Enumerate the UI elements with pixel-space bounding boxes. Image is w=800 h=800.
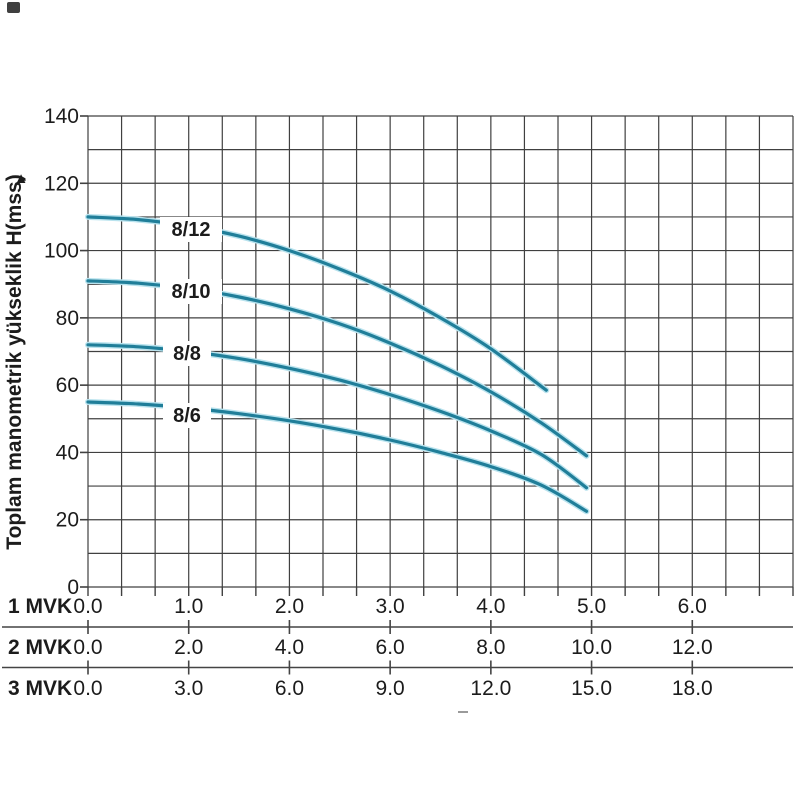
y-tick-label: 40	[56, 441, 79, 464]
y-tick-label: 60	[56, 374, 79, 397]
curve-label-patch	[160, 279, 222, 304]
x-scale-label-3mvk: 3 MVK	[8, 677, 72, 700]
x-tick-label: 12.0	[470, 677, 511, 700]
chart-generated-layer: 0 20 40 60 80 100 120 140 0.0 1.0 2.0 3.0 4.0 5.0 6.0 0…	[2, 105, 794, 713]
curve-label-8-6: 8/6	[173, 405, 201, 427]
curve-8-12	[86, 215, 548, 392]
x-scale-label-1mvk: 1 MVK	[8, 595, 72, 618]
curve-label-8-12: 8/12	[172, 219, 211, 241]
curve-label-patch	[163, 403, 211, 428]
x-tick-label: 5.0	[577, 595, 606, 618]
x-tick-label: 18.0	[672, 677, 713, 700]
curve-label-8-8: 8/8	[173, 343, 201, 365]
y-tick-label: 80	[56, 307, 79, 330]
x-tick-label: 0.0	[73, 636, 102, 659]
x-tick-label: 15.0	[571, 677, 612, 700]
y-axis-title: Toplam manometrik yükseklik H(mss)	[3, 174, 26, 549]
curve-halo-8-12	[85, 213, 550, 394]
x-tick-label: 3.0	[376, 595, 405, 618]
x-tick-label: 12.0	[672, 636, 713, 659]
x-tick-label: 2.0	[174, 636, 203, 659]
x-tick-label: 0.0	[73, 677, 102, 700]
x-tick-label: 9.0	[376, 677, 405, 700]
x-tick-label: 3.0	[174, 677, 203, 700]
x-tick-label: 4.0	[476, 595, 505, 618]
y-tick-label: 120	[44, 172, 79, 195]
x-scale-label-2mvk: 2 MVK	[8, 636, 72, 659]
x-tick-label: 10.0	[571, 636, 612, 659]
curve-label-patch	[163, 341, 211, 366]
x-tick-label: 6.0	[275, 677, 304, 700]
y-tick-label: 0	[67, 576, 79, 599]
x-tick-label: 4.0	[275, 636, 304, 659]
y-tick-label: 100	[44, 240, 79, 263]
curve-label-8-10: 8/10	[172, 281, 211, 303]
x-tick-label: 6.0	[678, 595, 707, 618]
y-tick-label: 140	[44, 105, 79, 128]
x-tick-label: 6.0	[376, 636, 405, 659]
x-tick-label: 0.0	[73, 595, 102, 618]
y-tick-label: 20	[56, 509, 79, 532]
y-axis-arrow-icon: ▲	[14, 170, 29, 187]
x-tick-label: 8.0	[476, 636, 505, 659]
curve-label-patch	[160, 217, 222, 242]
corner-mark	[7, 2, 20, 13]
x-tick-label: 2.0	[275, 595, 304, 618]
x-tick-label: 1.0	[174, 595, 203, 618]
